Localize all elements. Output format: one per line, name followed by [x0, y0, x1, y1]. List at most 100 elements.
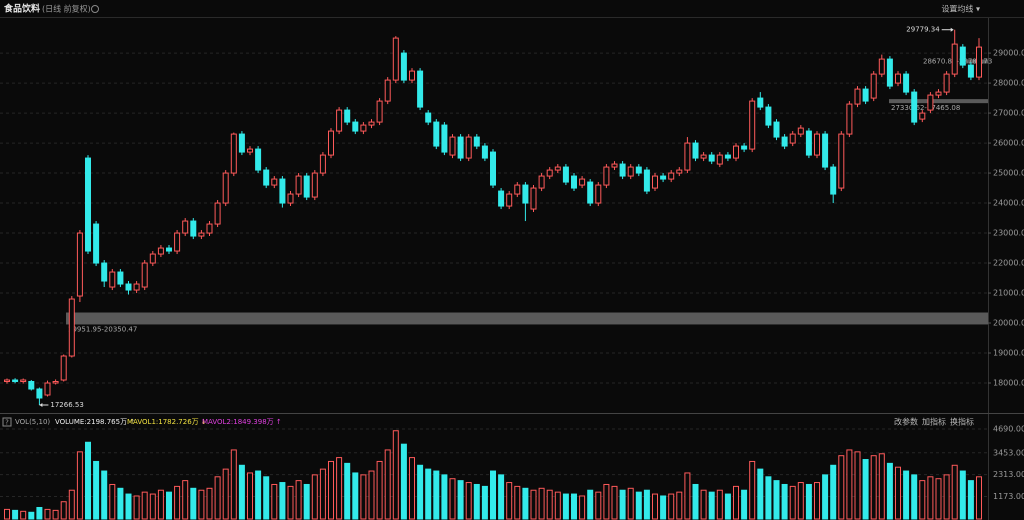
volume-bar — [773, 480, 780, 520]
volume-bar — [498, 474, 505, 520]
volume-bar — [716, 489, 723, 520]
volume-bar — [141, 491, 148, 520]
button[interactable]: 换指标 — [950, 417, 974, 427]
volume-bar — [222, 468, 229, 520]
volume-bar — [838, 455, 845, 520]
volume-bar — [182, 480, 189, 520]
settings-icon[interactable] — [91, 5, 99, 13]
volume-bar — [490, 470, 496, 520]
volume-bar — [506, 482, 513, 520]
volume-bar — [757, 468, 764, 520]
help-icon[interactable]: ? — [5, 419, 9, 427]
y-tick-label: 20000.00 — [993, 319, 1024, 328]
candle-body — [12, 379, 19, 383]
candle-body — [230, 133, 237, 174]
candle-body — [174, 232, 181, 252]
volume-bar — [214, 476, 221, 520]
candle-body — [238, 133, 245, 153]
candle-body — [498, 190, 505, 207]
ma-setting[interactable]: 设置均线 ▾ — [941, 4, 980, 14]
candle-body — [206, 223, 213, 234]
candle-body — [255, 148, 262, 171]
candle-body — [214, 202, 221, 225]
volume-bar — [328, 460, 334, 520]
help-box[interactable] — [2, 417, 12, 427]
volume-bar — [247, 472, 253, 520]
volume-bar — [627, 487, 634, 520]
candle-body — [449, 136, 456, 156]
volume-bar — [635, 491, 642, 520]
candle-body — [506, 193, 513, 207]
button[interactable]: 改参数 — [894, 417, 918, 427]
candle-body — [643, 169, 650, 192]
candle-body — [927, 94, 934, 111]
candle-body — [76, 232, 83, 297]
volume-bar — [44, 508, 51, 520]
volume-bar — [903, 470, 910, 520]
volume-bar — [652, 493, 658, 520]
candle-body — [627, 166, 634, 177]
volume-bar — [93, 460, 100, 520]
candle-body — [166, 247, 172, 252]
candle-body — [862, 88, 869, 102]
candle-body — [52, 381, 59, 384]
candle-body — [4, 379, 10, 383]
volume-bar — [352, 472, 359, 520]
volume-bar — [441, 474, 448, 520]
candle-body — [117, 271, 124, 285]
candle-body — [789, 133, 796, 144]
candle-body — [700, 154, 707, 159]
candle-body — [822, 133, 829, 168]
y-tick-label: 29000.00 — [993, 49, 1024, 58]
arrow-head — [950, 27, 954, 32]
volume-bar — [538, 487, 545, 520]
candle-body — [376, 100, 383, 123]
volume-bar — [279, 482, 286, 520]
volume-bar — [295, 480, 302, 520]
volume-bar — [36, 506, 43, 520]
volume-bar — [530, 489, 537, 520]
volume-bar — [830, 464, 837, 520]
candle-body — [222, 172, 229, 204]
candle-body — [652, 175, 658, 189]
volume-bar — [376, 460, 383, 520]
volume-bar — [117, 487, 124, 520]
candle-body — [287, 193, 294, 204]
volume-bar — [870, 455, 877, 520]
candle-body — [668, 172, 675, 180]
volume-bar — [781, 483, 788, 520]
y-tick-label: 23000.00 — [993, 229, 1024, 238]
vol-tick-label: 1173.00 — [993, 492, 1024, 501]
candle-body — [619, 163, 626, 177]
volume-bar — [52, 509, 59, 520]
volume-bar — [522, 487, 529, 520]
candle-body — [854, 88, 861, 105]
volume-bar — [660, 495, 667, 520]
candle-body — [271, 178, 278, 186]
volume-bar — [862, 459, 869, 520]
volume-bar — [311, 474, 318, 520]
candle-body — [279, 178, 286, 204]
candle-body — [198, 232, 205, 237]
candle-body — [190, 220, 197, 237]
candle-body — [149, 253, 156, 264]
candle-body — [384, 79, 391, 102]
volume-bar — [20, 510, 27, 520]
candle-body — [554, 166, 561, 171]
y-tick-label: 19000.00 — [993, 349, 1024, 358]
volume-bar — [976, 476, 982, 520]
y-tick-label: 18000.00 — [993, 379, 1024, 388]
candle-body — [336, 109, 343, 132]
volume-bar — [465, 482, 472, 520]
chart-title: 食品饮料 — [3, 3, 40, 15]
vol-value: VOLUME:2198.765万 ↑ — [55, 418, 135, 426]
candle-body — [530, 187, 537, 210]
chart-subtitle: (日线 前复权) — [42, 4, 91, 14]
volume-bar — [157, 489, 164, 520]
candle-body — [773, 121, 780, 138]
volume-bar — [60, 501, 67, 520]
volume-bar — [668, 493, 675, 520]
candle-body — [522, 184, 529, 204]
button[interactable]: 加指标 — [922, 417, 946, 427]
